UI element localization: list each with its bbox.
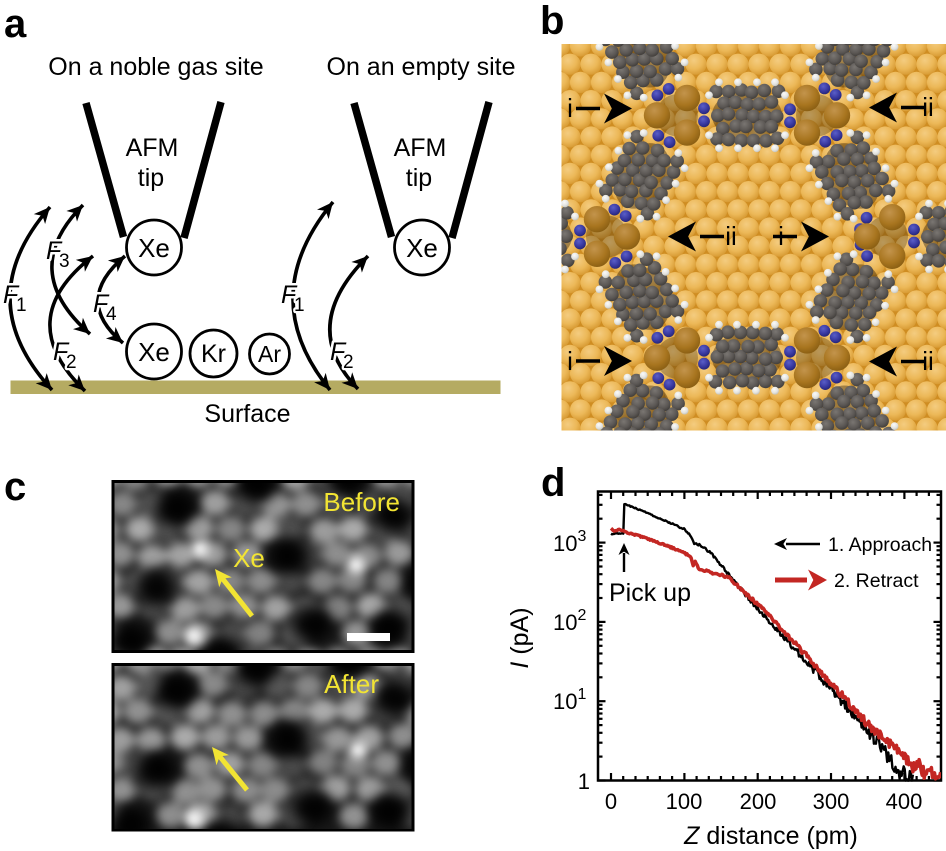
svg-text:Surface: Surface — [204, 400, 290, 428]
svg-text:AFM: AFM — [126, 134, 179, 162]
svg-text:300: 300 — [813, 789, 850, 814]
svg-text:ii: ii — [922, 346, 934, 376]
svg-text:c: c — [4, 465, 26, 509]
svg-text:I (pA): I (pA) — [506, 607, 534, 668]
svg-text:Xe: Xe — [138, 337, 170, 367]
svg-text:d: d — [541, 461, 565, 505]
svg-text:3: 3 — [59, 251, 70, 272]
svg-text:ii: ii — [725, 221, 737, 251]
svg-text:F: F — [281, 281, 298, 309]
svg-text:101: 101 — [553, 686, 586, 714]
svg-text:F: F — [53, 338, 70, 366]
svg-text:a: a — [4, 2, 27, 46]
svg-text:Xe: Xe — [406, 233, 438, 263]
svg-text:tip: tip — [406, 164, 432, 192]
svg-text:102: 102 — [553, 607, 586, 635]
svg-text:On a noble gas site: On a noble gas site — [48, 53, 263, 81]
svg-text:On an empty site: On an empty site — [327, 53, 516, 81]
svg-text:Z distance (pm): Z distance (pm) — [683, 822, 858, 850]
svg-text:1: 1 — [294, 295, 305, 316]
svg-text:400: 400 — [886, 789, 923, 814]
svg-text:2. Retract: 2. Retract — [834, 570, 919, 592]
svg-text:0: 0 — [605, 789, 617, 814]
svg-text:Pick up: Pick up — [609, 579, 691, 607]
svg-text:1: 1 — [16, 295, 27, 316]
svg-text:Xe: Xe — [233, 543, 265, 573]
svg-text:F: F — [46, 237, 63, 265]
svg-text:AFM: AFM — [394, 134, 447, 162]
svg-text:100: 100 — [666, 789, 703, 814]
svg-text:Before: Before — [323, 487, 400, 517]
svg-text:2: 2 — [66, 352, 77, 373]
svg-text:ii: ii — [922, 92, 934, 122]
svg-text:F: F — [93, 290, 110, 318]
svg-text:F: F — [3, 281, 20, 309]
svg-text:200: 200 — [740, 789, 777, 814]
svg-text:After: After — [324, 669, 379, 699]
svg-text:i: i — [567, 346, 573, 376]
svg-text:103: 103 — [553, 528, 586, 556]
svg-text:4: 4 — [106, 304, 117, 325]
svg-text:Ar: Ar — [258, 341, 281, 367]
svg-text:2: 2 — [343, 352, 354, 373]
svg-text:i: i — [567, 93, 573, 123]
svg-text:F: F — [330, 338, 347, 366]
svg-text:tip: tip — [138, 164, 164, 192]
svg-text:1: 1 — [578, 769, 590, 794]
svg-text:1. Approach: 1. Approach — [828, 534, 932, 556]
svg-text:b: b — [540, 0, 564, 43]
svg-text:Xe: Xe — [138, 233, 170, 263]
svg-text:Kr: Kr — [201, 340, 226, 368]
